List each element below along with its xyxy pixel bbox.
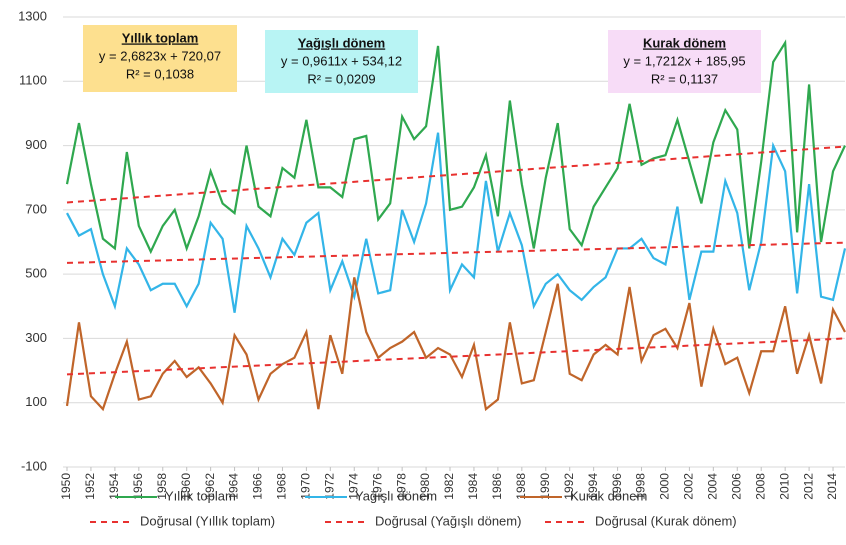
y-tick-label: 700	[25, 201, 47, 216]
y-tick-label: 100	[25, 394, 47, 409]
legend-label: Doğrusal (Kurak dönem)	[595, 513, 737, 528]
annotation-box	[83, 25, 237, 92]
trend-line	[66, 241, 846, 264]
x-tick-label: 2010	[777, 473, 791, 500]
x-tick-label: 1986	[490, 473, 504, 500]
series-line	[65, 39, 846, 255]
annotation-equation: y = 0,9611x + 534,12	[281, 53, 402, 68]
y-tick-label: -100	[21, 458, 47, 473]
x-tick-label: 1988	[514, 473, 528, 500]
series-line	[65, 277, 846, 412]
x-tick-label: 1976	[370, 473, 384, 500]
y-tick-label: 500	[25, 266, 47, 281]
annotation-equation: y = 1,7212x + 185,95	[623, 53, 745, 68]
x-tick-label: 1956	[131, 473, 145, 500]
y-tick-label: 900	[25, 137, 47, 152]
annotation-box	[265, 30, 418, 93]
x-tick-label: 2000	[658, 473, 672, 500]
annotation-r2: R² = 0,0209	[307, 71, 375, 86]
x-tick-label: 1968	[275, 473, 289, 500]
x-tick-label: 1958	[155, 473, 169, 500]
x-tick-label: 1954	[107, 473, 121, 500]
x-tick-label: 1960	[179, 473, 193, 500]
legend-label: Kurak dönem	[570, 488, 647, 503]
trend-line	[66, 337, 846, 376]
x-tick-label: 1970	[299, 473, 313, 500]
x-tick-label: 1994	[586, 473, 600, 500]
legend-label: Yıllık toplam	[165, 488, 236, 503]
annotation-r2: R² = 0,1038	[126, 66, 194, 81]
x-tick-label: 2002	[682, 473, 696, 500]
trend-line	[66, 145, 846, 204]
legend-label: Yağışlı dönem	[355, 488, 437, 503]
x-tick-label: 2008	[753, 473, 767, 500]
x-tick-label: 2012	[801, 473, 815, 500]
x-tick-label: 1992	[562, 473, 576, 500]
annotation-r2: R² = 0,1137	[651, 71, 718, 86]
x-tick-label: 1996	[610, 473, 624, 500]
x-tick-label: 2014	[825, 473, 839, 500]
x-tick-label: 1982	[442, 473, 456, 500]
x-tick-label: 1984	[466, 473, 480, 500]
x-tick-label: 1964	[227, 473, 241, 500]
y-tick-label: 300	[25, 330, 47, 345]
x-tick-label: 1952	[83, 473, 97, 500]
y-tick-label: 1300	[18, 8, 47, 23]
series-line	[66, 132, 846, 313]
annotation-title: Yıllık toplam	[122, 30, 199, 45]
x-tick-label: 1990	[538, 473, 552, 500]
x-tick-label: 1972	[322, 473, 336, 500]
x-tick-label: 1962	[203, 473, 217, 500]
annotation-equation: y = 2,6823x + 720,07	[99, 48, 221, 63]
legend-label: Doğrusal (Yağışlı dönem)	[375, 513, 521, 528]
annotation-box	[608, 30, 761, 93]
x-tick-label: 1974	[346, 473, 360, 500]
x-tick-label: 1980	[418, 473, 432, 500]
x-tick-label: 2004	[706, 473, 720, 500]
legend-label: Doğrusal (Yıllık toplam)	[140, 513, 275, 528]
annotation-title: Yağışlı dönem	[298, 35, 385, 50]
x-tick-label: 1950	[59, 473, 73, 500]
y-tick-label: 1100	[19, 73, 47, 88]
x-tick-label: 1998	[634, 473, 648, 500]
x-tick-label: 1978	[394, 473, 408, 500]
annotation-title: Kurak dönem	[643, 35, 726, 50]
x-tick-label: 2006	[729, 473, 743, 500]
x-tick-label: 1966	[251, 473, 265, 500]
